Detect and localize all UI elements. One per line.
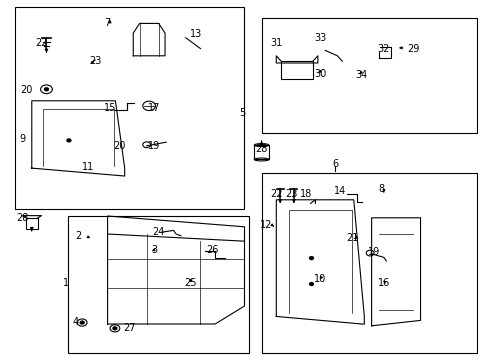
Text: 34: 34 — [355, 69, 367, 80]
Text: 27: 27 — [123, 323, 136, 333]
Text: 18: 18 — [299, 189, 311, 199]
Bar — [15, 7, 244, 209]
Bar — [261, 18, 476, 133]
Text: 25: 25 — [184, 278, 197, 288]
Text: 23: 23 — [284, 189, 297, 199]
Text: 17: 17 — [147, 103, 160, 113]
Text: 15: 15 — [103, 103, 116, 113]
Text: 20: 20 — [113, 141, 126, 151]
Text: 26: 26 — [206, 245, 219, 255]
Circle shape — [80, 321, 84, 324]
Text: 19: 19 — [367, 247, 380, 257]
Text: 14: 14 — [333, 186, 346, 196]
Text: 30: 30 — [313, 69, 326, 79]
Text: 10: 10 — [313, 274, 326, 284]
Text: 33: 33 — [313, 33, 326, 43]
Text: 12: 12 — [260, 220, 272, 230]
Text: 3: 3 — [151, 245, 157, 255]
Text: 29: 29 — [406, 44, 419, 54]
Text: 11: 11 — [81, 162, 94, 172]
Circle shape — [44, 88, 48, 91]
Text: 5: 5 — [239, 108, 244, 118]
Circle shape — [309, 257, 313, 260]
Text: 28: 28 — [255, 144, 267, 154]
Circle shape — [113, 327, 117, 330]
Text: 16: 16 — [377, 278, 389, 288]
Text: 20: 20 — [20, 85, 33, 95]
Text: 6: 6 — [331, 159, 337, 169]
Text: 32: 32 — [377, 44, 389, 54]
Bar — [26, 218, 38, 229]
Bar — [261, 173, 476, 353]
Text: 9: 9 — [19, 134, 25, 144]
Text: 2: 2 — [75, 231, 81, 241]
Text: 7: 7 — [104, 18, 110, 28]
Text: 4: 4 — [73, 317, 79, 327]
Text: 24: 24 — [152, 227, 165, 237]
Text: 31: 31 — [269, 38, 282, 48]
Text: 8: 8 — [378, 184, 384, 194]
Text: 1: 1 — [63, 278, 69, 288]
Text: 28: 28 — [16, 213, 28, 223]
Bar — [68, 216, 249, 353]
Text: 21: 21 — [345, 233, 358, 243]
Circle shape — [309, 283, 313, 285]
Bar — [254, 145, 268, 159]
Bar — [281, 61, 312, 79]
Text: 13: 13 — [189, 29, 202, 39]
Text: 19: 19 — [147, 141, 160, 151]
Circle shape — [67, 139, 71, 142]
Text: 23: 23 — [89, 56, 102, 66]
Text: 22: 22 — [35, 38, 48, 48]
Text: 22: 22 — [269, 189, 282, 199]
